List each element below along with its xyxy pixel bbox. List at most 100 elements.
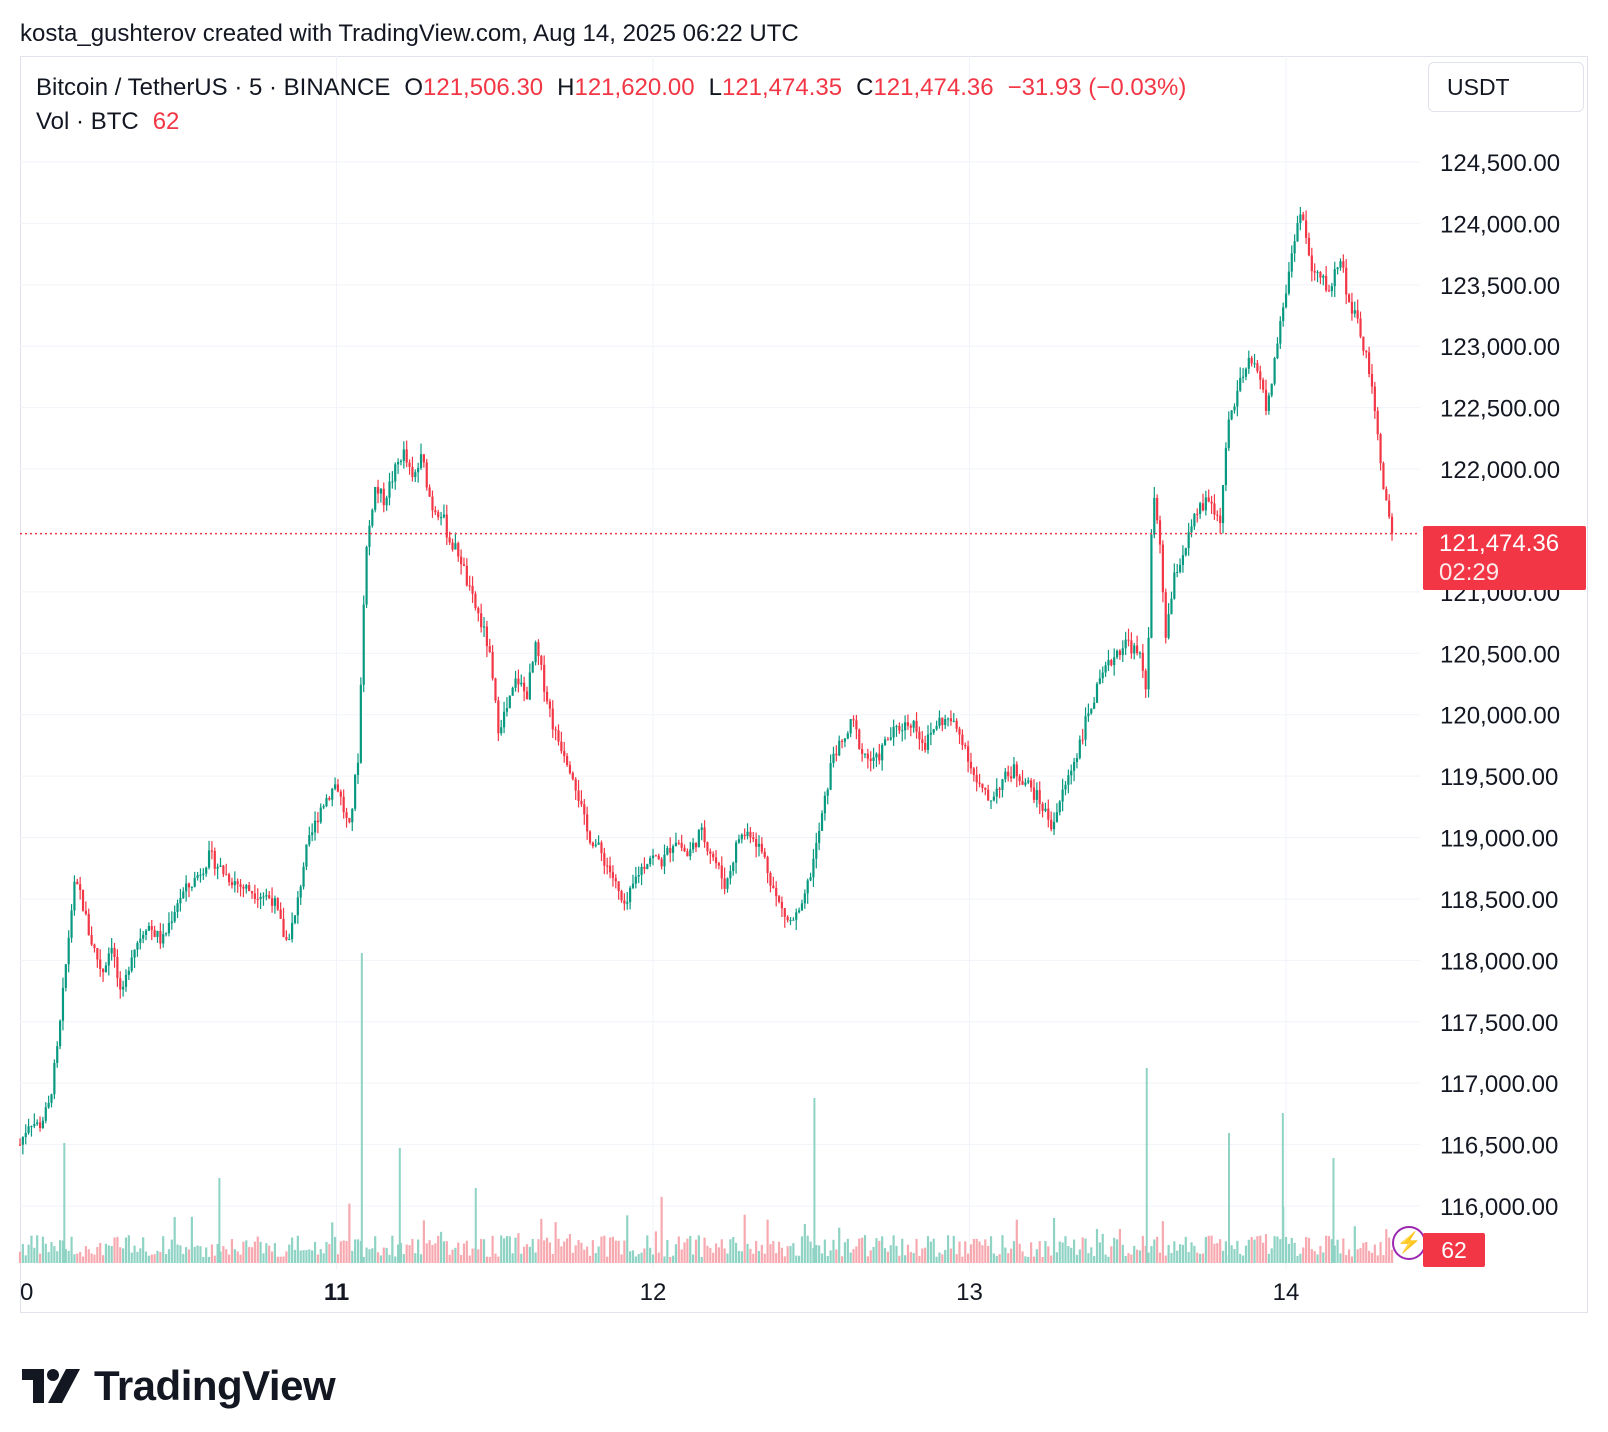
volume-bar <box>451 1249 454 1263</box>
y-tick-label: 118,000.00 <box>1440 948 1558 975</box>
candles <box>18 206 1394 1155</box>
volume-bar <box>230 1239 234 1263</box>
candle-body <box>777 896 781 902</box>
candle-body <box>345 812 348 818</box>
candle-body <box>540 656 543 665</box>
candle-body <box>1310 255 1313 272</box>
candle-body <box>1276 343 1279 359</box>
candle-body <box>90 935 93 945</box>
volume-bar <box>405 1244 408 1263</box>
candle-body <box>1061 789 1064 802</box>
volume-bar <box>746 1243 749 1263</box>
candle-body <box>709 851 712 854</box>
volume-bar <box>99 1242 102 1263</box>
candle-body <box>428 487 431 497</box>
volume-bar <box>680 1249 683 1263</box>
y-tick-label: 119,500.00 <box>1440 764 1558 791</box>
candle-body <box>1015 764 1018 777</box>
volume-bar <box>603 1235 606 1263</box>
volume-bar <box>316 1254 319 1263</box>
candle-body <box>1241 376 1245 378</box>
volume-bar <box>1293 1242 1296 1263</box>
brand-name: TradingView <box>94 1362 336 1409</box>
volume-bar <box>1084 1238 1087 1263</box>
candle-body <box>1130 640 1133 654</box>
candle-body <box>1156 497 1159 521</box>
candle-body <box>159 931 162 944</box>
volume-bar <box>1133 1245 1136 1263</box>
candle-body <box>1170 598 1173 615</box>
volume-bar <box>1072 1239 1076 1263</box>
volume-bar <box>296 1235 299 1263</box>
candle-body <box>1373 386 1376 412</box>
candle-body <box>348 817 351 823</box>
volume-bar <box>147 1255 150 1263</box>
candle-body <box>1167 614 1170 638</box>
volume-bar <box>1181 1244 1185 1263</box>
volume-bar <box>279 1256 282 1263</box>
candle-body <box>1118 650 1122 656</box>
candle-body <box>331 788 334 800</box>
volume-bar <box>239 1254 242 1263</box>
volume-bar <box>1365 1242 1368 1263</box>
candle-body <box>482 626 486 628</box>
volume-bar <box>1382 1255 1385 1263</box>
candle-body <box>256 898 259 900</box>
candle-body <box>104 965 108 973</box>
candle-body <box>763 851 766 858</box>
candle-body <box>878 753 881 761</box>
candle-body <box>969 761 973 769</box>
volume-bar <box>543 1240 546 1263</box>
candle-body <box>1161 544 1164 593</box>
volume-bar <box>431 1245 434 1263</box>
volume-bar <box>351 1250 354 1263</box>
candle-body <box>531 662 534 673</box>
candle-body <box>1201 503 1205 511</box>
tradingview-logo[interactable]: TradingView <box>22 1362 336 1410</box>
volume-bar <box>926 1236 930 1263</box>
candle-body <box>1319 272 1322 278</box>
volume-bar <box>176 1244 179 1263</box>
volume-bar <box>216 1243 219 1263</box>
volume-bar <box>190 1216 193 1263</box>
volume-bar <box>291 1237 294 1263</box>
symbol-title[interactable]: Bitcoin / TetherUS · 5 · BINANCE <box>36 74 391 101</box>
candle-body <box>502 711 506 728</box>
candle-body <box>912 720 915 728</box>
candle-body <box>47 1102 50 1108</box>
volume-bar <box>858 1238 861 1263</box>
currency-button[interactable]: USDT <box>1428 62 1584 112</box>
volume-bar <box>1216 1243 1219 1263</box>
candle-body <box>93 944 96 949</box>
candle-body <box>488 646 491 653</box>
candle-body <box>1219 515 1222 524</box>
volume-bar <box>1075 1254 1079 1263</box>
candle-body <box>557 730 560 742</box>
candle-body <box>1084 716 1087 740</box>
volume-bar <box>514 1237 517 1263</box>
volume-bar <box>769 1244 772 1263</box>
volume-bar <box>448 1254 451 1263</box>
candle-body <box>391 481 394 483</box>
candle-body <box>1379 434 1382 464</box>
volume-bar <box>961 1256 964 1263</box>
volume-bar <box>671 1255 675 1263</box>
ohlc-legend[interactable]: Bitcoin / TetherUS · 5 · BINANCE O121,506… <box>36 74 1200 102</box>
volume-bar <box>1021 1251 1024 1263</box>
volume-bar <box>651 1254 655 1263</box>
candle-body <box>967 746 970 762</box>
candle-body <box>1230 410 1233 420</box>
volume-bar <box>669 1256 672 1263</box>
volume-legend[interactable]: Vol · BTC 62 <box>36 108 179 136</box>
candle-body <box>1153 497 1156 535</box>
lightning-bolt-icon[interactable]: ⚡ <box>1392 1226 1426 1260</box>
candle-body <box>840 740 844 742</box>
volume-bar <box>629 1251 632 1263</box>
x-tick-label: 12 <box>640 1279 667 1306</box>
volume-bar <box>1279 1239 1282 1263</box>
volume-bar <box>786 1246 789 1263</box>
candle-body <box>1078 739 1081 759</box>
volume-bar <box>568 1234 572 1263</box>
candle-body <box>1113 657 1116 666</box>
